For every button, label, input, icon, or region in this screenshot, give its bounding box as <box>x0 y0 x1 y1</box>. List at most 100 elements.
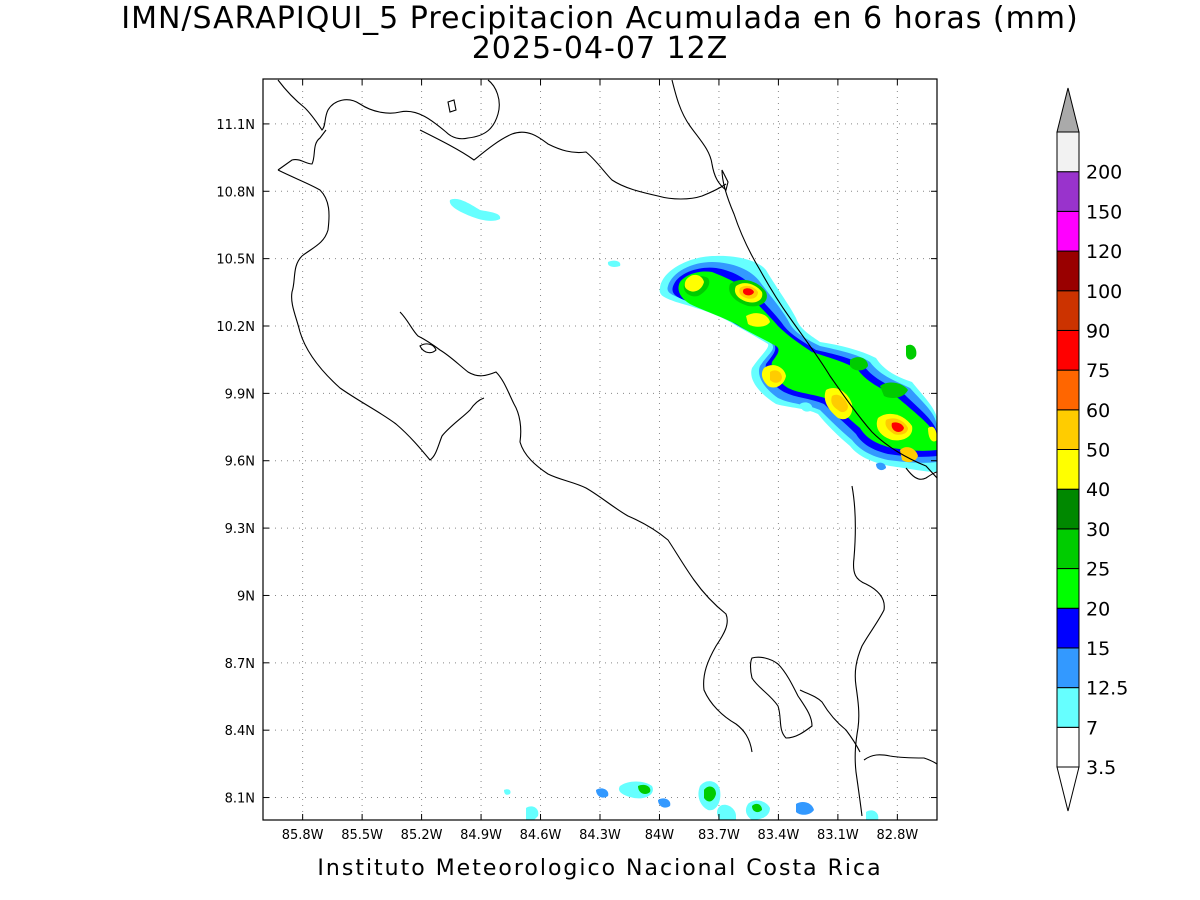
colorbar-label: 12.5 <box>1086 678 1128 700</box>
map-coastlines <box>277 79 937 817</box>
rain-patch-s1 <box>876 462 886 471</box>
rain-core-g <box>900 447 918 463</box>
lat-tick-label: 8.1N <box>225 792 255 807</box>
island-nicoya-gulf <box>419 343 437 354</box>
map-gridlines <box>263 79 937 820</box>
colorbar-label: 50 <box>1086 440 1110 462</box>
colorbar-label: 25 <box>1086 559 1110 581</box>
rain-patch-s8b <box>752 803 762 813</box>
coastline-caribbean <box>671 79 937 479</box>
coastline-golfito <box>799 689 861 753</box>
rain-patch-s9 <box>796 802 814 815</box>
rain-patch-s2 <box>800 402 813 412</box>
colorbar-swatch <box>1056 409 1080 450</box>
rain-core-h <box>850 357 868 371</box>
colorbar-label: 30 <box>1086 519 1110 541</box>
colorbar-label: 60 <box>1086 400 1110 422</box>
colorbar-swatch <box>1056 171 1080 212</box>
colorbar-swatch <box>1056 488 1080 530</box>
coastline-osa-peninsula <box>749 656 813 739</box>
rain-core-i <box>906 344 917 360</box>
colorbar-label: 3.5 <box>1086 757 1116 779</box>
colorbar-label: 7 <box>1086 717 1098 739</box>
longitude-axis: 85.8W 85.5W 85.2W 84.9W 84.6W 84.3W 84W 83.7W 83… <box>282 79 918 843</box>
colorbar-swatch <box>1056 210 1080 252</box>
rain-patch-s5b <box>704 786 716 802</box>
lon-tick-label: 85.5W <box>341 828 383 843</box>
lat-tick-label: 10.5N <box>216 253 255 268</box>
rain-core-a-red <box>742 288 754 296</box>
lat-tick-label: 9N <box>237 589 255 604</box>
rain-core-d-orange <box>770 370 782 383</box>
rain-core-l <box>796 348 811 360</box>
colorbar-swatch <box>1056 329 1080 371</box>
rain-patch-s11 <box>866 810 879 820</box>
colorbar-swatch <box>1056 290 1080 331</box>
precipitation-field <box>449 198 937 820</box>
map-subtitle-datetime: 2025-04-07 12Z <box>471 31 729 66</box>
coastline-nicaragua-lake <box>277 79 500 140</box>
rain-patch-small <box>607 260 621 267</box>
map-frame <box>262 78 938 821</box>
rain-patch-s6 <box>658 798 671 808</box>
lake-small-nicaragua <box>447 99 457 113</box>
colorbar-swatch <box>1056 647 1080 689</box>
rain-core-c <box>746 313 770 327</box>
lat-tick-label: 8.7N <box>225 657 255 672</box>
coastline-nicoya-gulf <box>399 311 753 753</box>
lat-tick-label: 11.1N <box>216 118 255 133</box>
colorbar-label: 40 <box>1086 479 1110 501</box>
coastline-pacific-north <box>277 169 485 461</box>
coastline-nicaragua-border <box>277 129 327 171</box>
precipitation-colorbar: 3.5 7 12.5 15 20 25 30 40 50 60 75 90 100 120 150 200 <box>1056 87 1128 812</box>
lon-tick-label: 85.2W <box>401 828 443 843</box>
lat-tick-label: 10.8N <box>216 185 255 200</box>
colorbar-swatch <box>1056 687 1080 728</box>
colorbar-swatch <box>1056 250 1080 292</box>
rain-patch-s3b <box>638 784 651 794</box>
rain-patch-s7 <box>717 804 736 820</box>
colorbar-swatch <box>1056 528 1080 570</box>
lat-tick-label: 9.3N <box>225 522 255 537</box>
border-costa-rica-panama <box>851 485 885 817</box>
colorbar-label: 20 <box>1086 598 1110 620</box>
lon-tick-label: 83.4W <box>758 828 800 843</box>
coastline-panama-caribbean <box>905 467 937 480</box>
rain-band-north-15 <box>678 271 937 451</box>
colorbar-label: 15 <box>1086 638 1110 660</box>
lon-tick-label: 82.8W <box>876 828 918 843</box>
colorbar-max-arrow <box>1056 87 1080 133</box>
lat-tick-label: 8.4N <box>225 724 255 739</box>
lon-tick-label: 84.9W <box>460 828 502 843</box>
rain-core-b <box>684 274 704 292</box>
latitude-axis: 8.1N 8.4N 8.7N 9N 9.3N 9.6N 9.9N 10.2N 10.5N 10.8… <box>216 118 937 807</box>
rain-patch-s12 <box>504 789 511 795</box>
lat-tick-label: 10.2N <box>216 320 255 335</box>
colorbar-swatch <box>1056 449 1080 490</box>
map-title: IMN/SARAPIQUI_5 Precipitacion Acumulada … <box>121 1 1079 36</box>
institution-footer: Instituto Meteorologico Nacional Costa R… <box>317 856 883 881</box>
rain-patch-s4 <box>596 788 609 798</box>
lon-tick-label: 85.8W <box>282 828 324 843</box>
colorbar-label: 90 <box>1086 320 1110 342</box>
rain-core-e-orange <box>831 394 848 413</box>
rain-core-j <box>880 382 908 398</box>
rain-patch-lake-nicaragua <box>449 198 501 221</box>
coastline-panama-pacific <box>863 754 937 765</box>
rain-core-k <box>928 426 937 442</box>
colorbar-swatch <box>1056 607 1080 649</box>
lon-tick-label: 84.3W <box>579 828 621 843</box>
lon-tick-label: 84.6W <box>520 828 562 843</box>
rain-patch-s10 <box>526 806 539 820</box>
rain-core-f-red <box>891 422 904 432</box>
colorbar-label: 200 <box>1086 162 1122 184</box>
lon-tick-label: 83.1W <box>817 828 859 843</box>
lon-tick-label: 84W <box>645 828 675 843</box>
colorbar-label: 150 <box>1086 201 1122 223</box>
colorbar-min-arrow <box>1056 766 1080 812</box>
lat-tick-label: 9.9N <box>225 387 255 402</box>
lon-tick-label: 83.7W <box>698 828 740 843</box>
colorbar-label: 120 <box>1086 241 1122 263</box>
colorbar-label: 100 <box>1086 281 1122 303</box>
